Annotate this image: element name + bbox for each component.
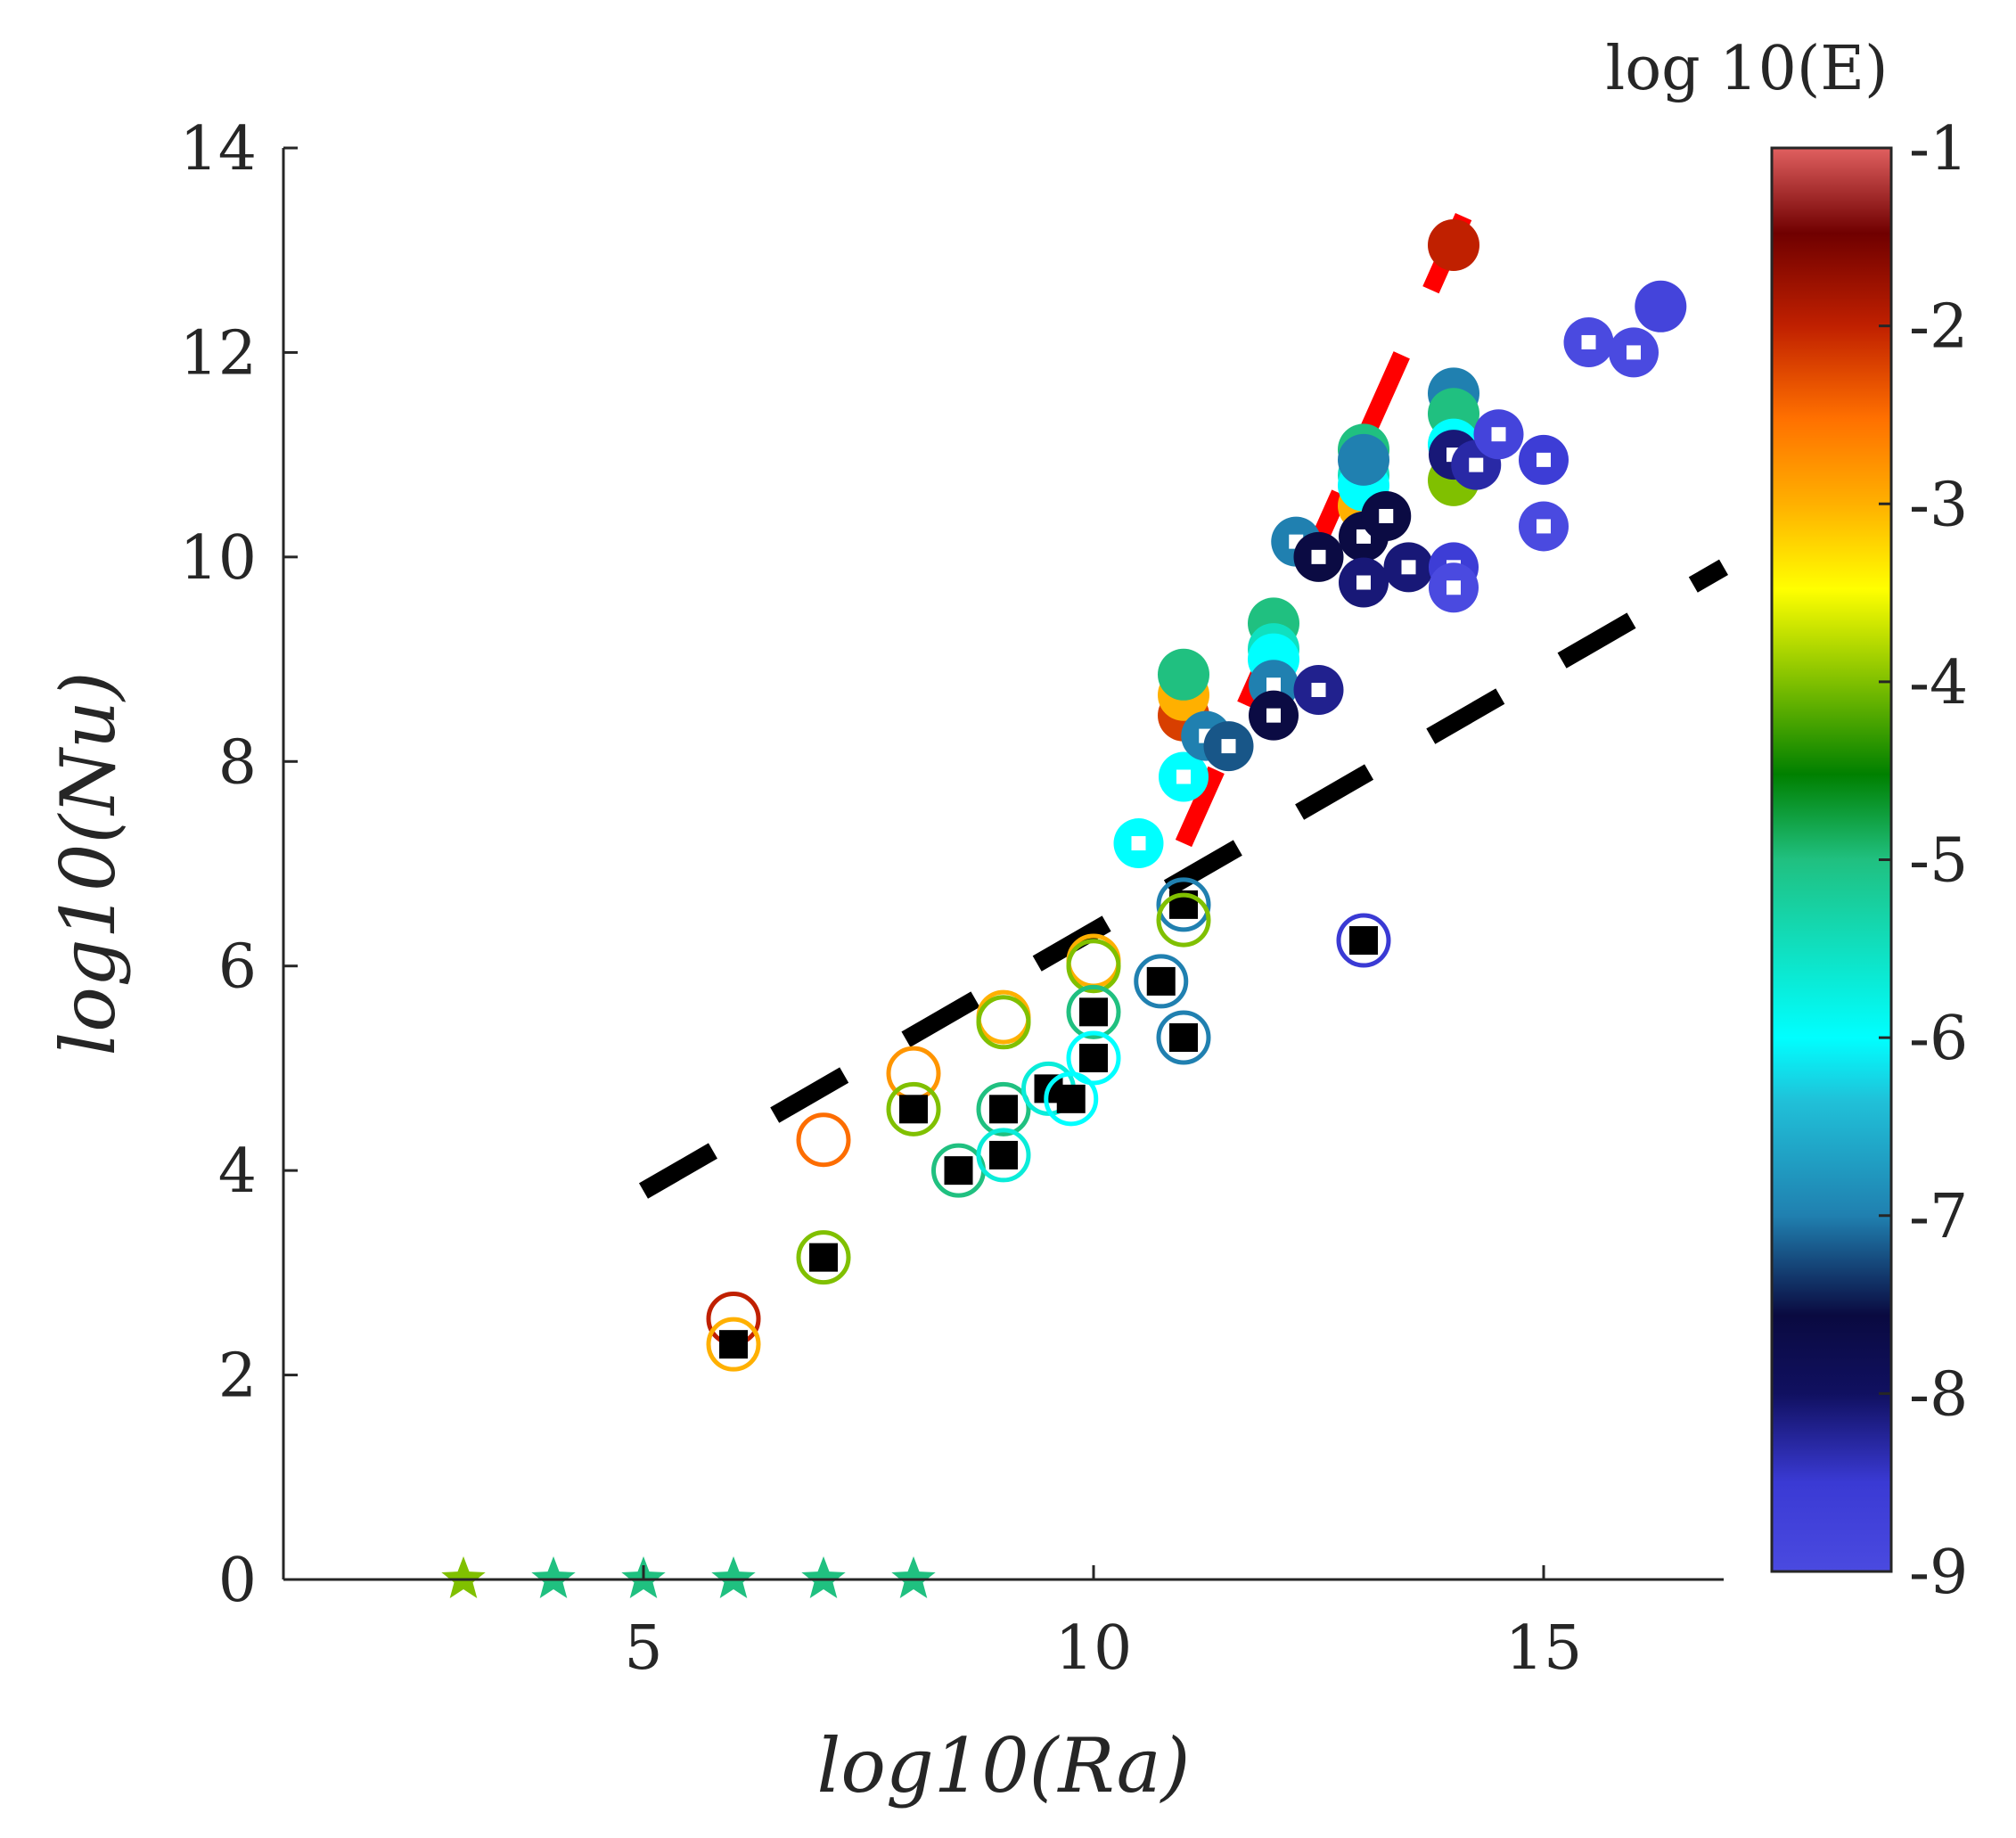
open-circle-point: [976, 989, 1031, 1045]
black-square-point: [989, 1095, 1018, 1124]
colorbar-tick-label: -3: [1909, 470, 1968, 540]
open-circle-point: [1066, 984, 1121, 1039]
open-circles-with-black-squares: [706, 877, 1391, 1372]
y-tick-label: 6: [218, 932, 257, 1003]
open-circle-point: [1134, 954, 1189, 1009]
white-square-point: [1356, 575, 1371, 590]
white-square-point: [1131, 836, 1146, 851]
white-square-point: [1311, 549, 1326, 564]
white-square-point: [1491, 427, 1506, 442]
stars: [441, 1556, 936, 1598]
open-circle-point: [796, 1230, 851, 1285]
open-circle-point: [976, 1128, 1031, 1183]
black-square-point: [1056, 1084, 1086, 1113]
open-circle-point: [1066, 939, 1121, 994]
colorbar-tick-label: -4: [1909, 648, 1968, 718]
star-point: [531, 1556, 576, 1598]
white-square-point: [1581, 334, 1596, 349]
open-circle-point: [1336, 913, 1391, 968]
white-square-point: [1446, 580, 1461, 595]
y-tick-label: 10: [179, 523, 257, 594]
x-axis-title: log10(Ra): [817, 1722, 1191, 1809]
white-square-point: [1356, 529, 1371, 544]
open-circle-point: [1156, 1010, 1211, 1065]
black-square-point: [1169, 1023, 1198, 1053]
colorbar-tick-label: -2: [1909, 292, 1968, 363]
white-square-point: [1469, 457, 1484, 472]
y-ticks: 0 2 4 6 8 10 12 14: [179, 114, 298, 1616]
x-tick-label: 5: [624, 1613, 662, 1684]
open-circle-point: [1156, 892, 1211, 948]
white-square-point: [1627, 345, 1641, 360]
white-square-point: [1537, 452, 1551, 467]
open-circle-point: [976, 995, 1031, 1050]
open-circle-point: [1066, 933, 1121, 989]
x-tick-label: 10: [1055, 1613, 1133, 1684]
open-circle-point: [796, 1112, 851, 1168]
white-square-point: [1311, 682, 1326, 697]
black-square-point: [809, 1243, 838, 1272]
star-point: [801, 1556, 846, 1598]
filled-circle-point: [1428, 218, 1479, 271]
star-point: [891, 1556, 936, 1598]
red-dashed-fit: [1175, 154, 1498, 848]
white-square-point: [1221, 739, 1236, 754]
colorbar-tick-label: -8: [1909, 1359, 1968, 1430]
white-square-point: [1266, 708, 1281, 723]
colorbar-title: log 10(E): [1605, 34, 1888, 104]
black-square-point: [989, 1140, 1018, 1169]
colorbar: -1 -2 -3 -4 -5 -6 -7 -8 -9 log 10(E): [1605, 34, 1968, 1608]
star-point: [711, 1556, 756, 1598]
x-tick-label: 15: [1505, 1613, 1583, 1684]
y-axis-title: log10(Nu): [45, 671, 132, 1055]
y-tick-label: 12: [179, 318, 257, 389]
black-square-point: [1079, 997, 1108, 1027]
ring-with-white-square: [1113, 316, 1659, 869]
black-square-point: [1146, 966, 1176, 996]
x-ticks: 5 10 15: [624, 1565, 1582, 1684]
white-square-point: [1176, 769, 1191, 784]
black-square-point: [1349, 926, 1378, 956]
colorbar-tick-label: -1: [1909, 114, 1968, 185]
open-circle-point: [706, 1317, 761, 1372]
y-tick-label: 14: [179, 114, 257, 185]
colorbar-tick-label: -5: [1909, 826, 1968, 897]
colorbar-ticks: -1 -2 -3 -4 -5 -6 -7 -8 -9: [1879, 114, 1968, 1608]
colorbar-gradient: [1770, 146, 1893, 1573]
data-markers: [441, 218, 1687, 1598]
black-square-point: [899, 1095, 928, 1124]
open-circle-point: [1044, 1071, 1099, 1127]
white-square-point: [1401, 560, 1416, 575]
star-point: [441, 1556, 486, 1598]
y-tick-label: 0: [218, 1546, 257, 1616]
white-square-point: [1379, 508, 1394, 523]
y-tick-label: 8: [218, 727, 257, 798]
filled-circle-point: [1635, 280, 1687, 332]
black-square-point: [944, 1156, 973, 1186]
y-tick-label: 2: [218, 1342, 257, 1412]
colorbar-tick-label: -9: [1909, 1538, 1968, 1608]
open-circle-point: [1066, 1030, 1121, 1086]
filled-circle-point: [1338, 433, 1389, 486]
filled-circles: [1158, 218, 1687, 742]
y-tick-label: 4: [218, 1136, 257, 1207]
black-square-point: [1079, 1043, 1108, 1072]
colorbar-tick-label: -6: [1909, 1004, 1968, 1074]
filled-circle-point: [1158, 648, 1209, 701]
white-square-point: [1537, 519, 1551, 534]
open-circle-point: [1156, 877, 1211, 932]
colorbar-tick-label: -7: [1909, 1182, 1968, 1252]
open-circle-point: [976, 1081, 1031, 1136]
black-square-point: [719, 1330, 748, 1359]
white-square-point: [1266, 677, 1281, 693]
plot-area: 5 10 15 0 2 4 6 8 10 12 14 log10(Ra) log10(Nu): [45, 114, 1729, 1809]
open-circle-point: [886, 1081, 941, 1136]
